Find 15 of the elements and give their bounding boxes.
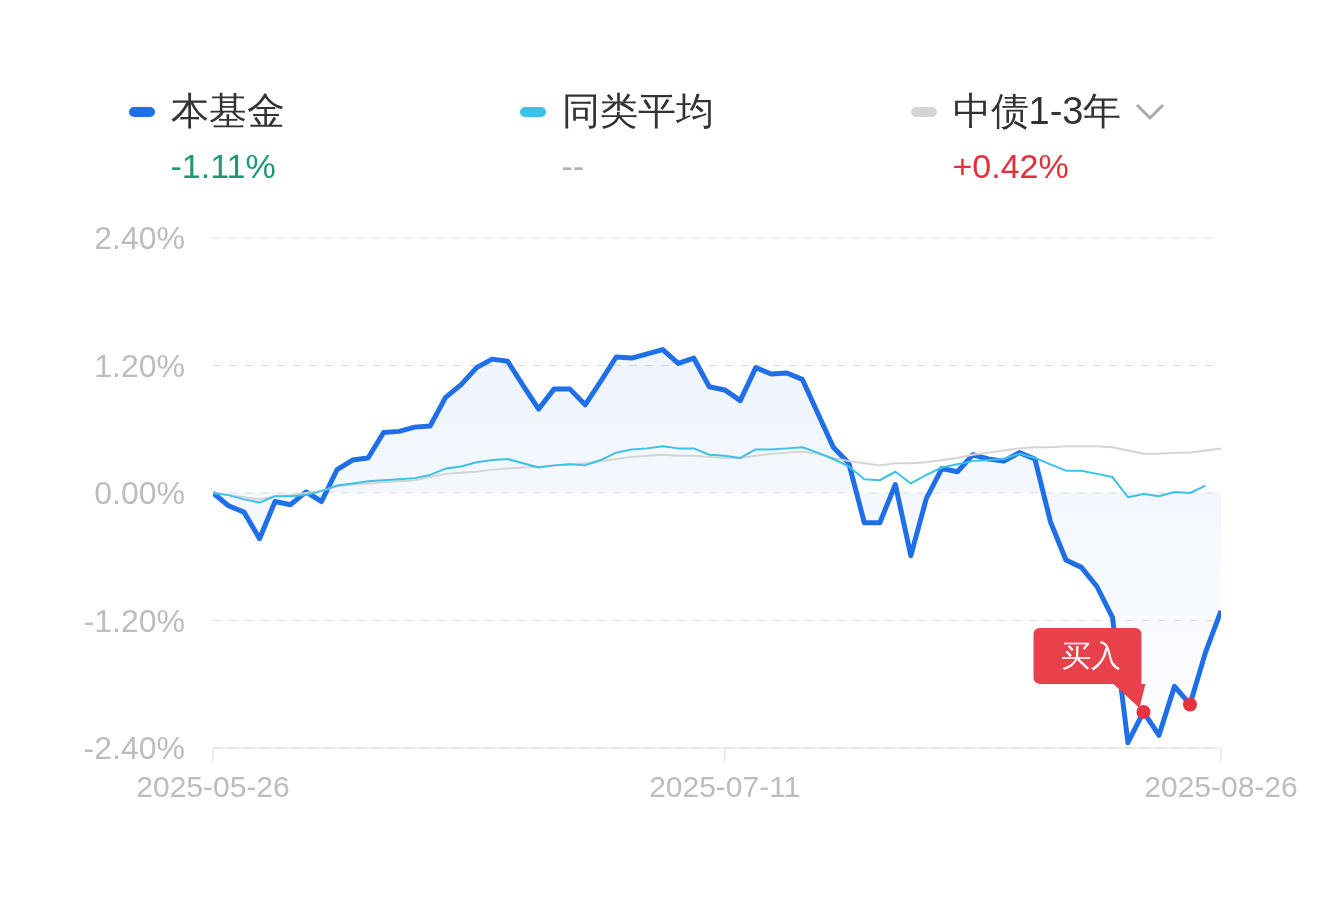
y-tick-label: 0.00% xyxy=(94,475,185,512)
text: -- xyxy=(561,147,586,186)
text: +0.42% xyxy=(952,147,1070,186)
x-tick-label: 2025-07-11 xyxy=(649,770,801,804)
legend-label: 中债1-3年 xyxy=(952,89,1122,134)
x-tick-label: 2025-05-26 xyxy=(136,770,290,804)
y-tick-label: 1.20% xyxy=(94,347,185,384)
y-tick-label: -1.20% xyxy=(83,602,185,639)
y-tick-label: 2.40% xyxy=(94,220,185,257)
legend-label: 本基金 xyxy=(170,89,285,134)
annotation: 买入 xyxy=(1061,638,1122,672)
x-tick-label: 2025-08-26 xyxy=(1144,770,1298,804)
y-tick-label: -2.40% xyxy=(83,730,185,767)
legend-label: 同类平均 xyxy=(561,89,714,134)
text: -1.11% xyxy=(170,147,277,186)
